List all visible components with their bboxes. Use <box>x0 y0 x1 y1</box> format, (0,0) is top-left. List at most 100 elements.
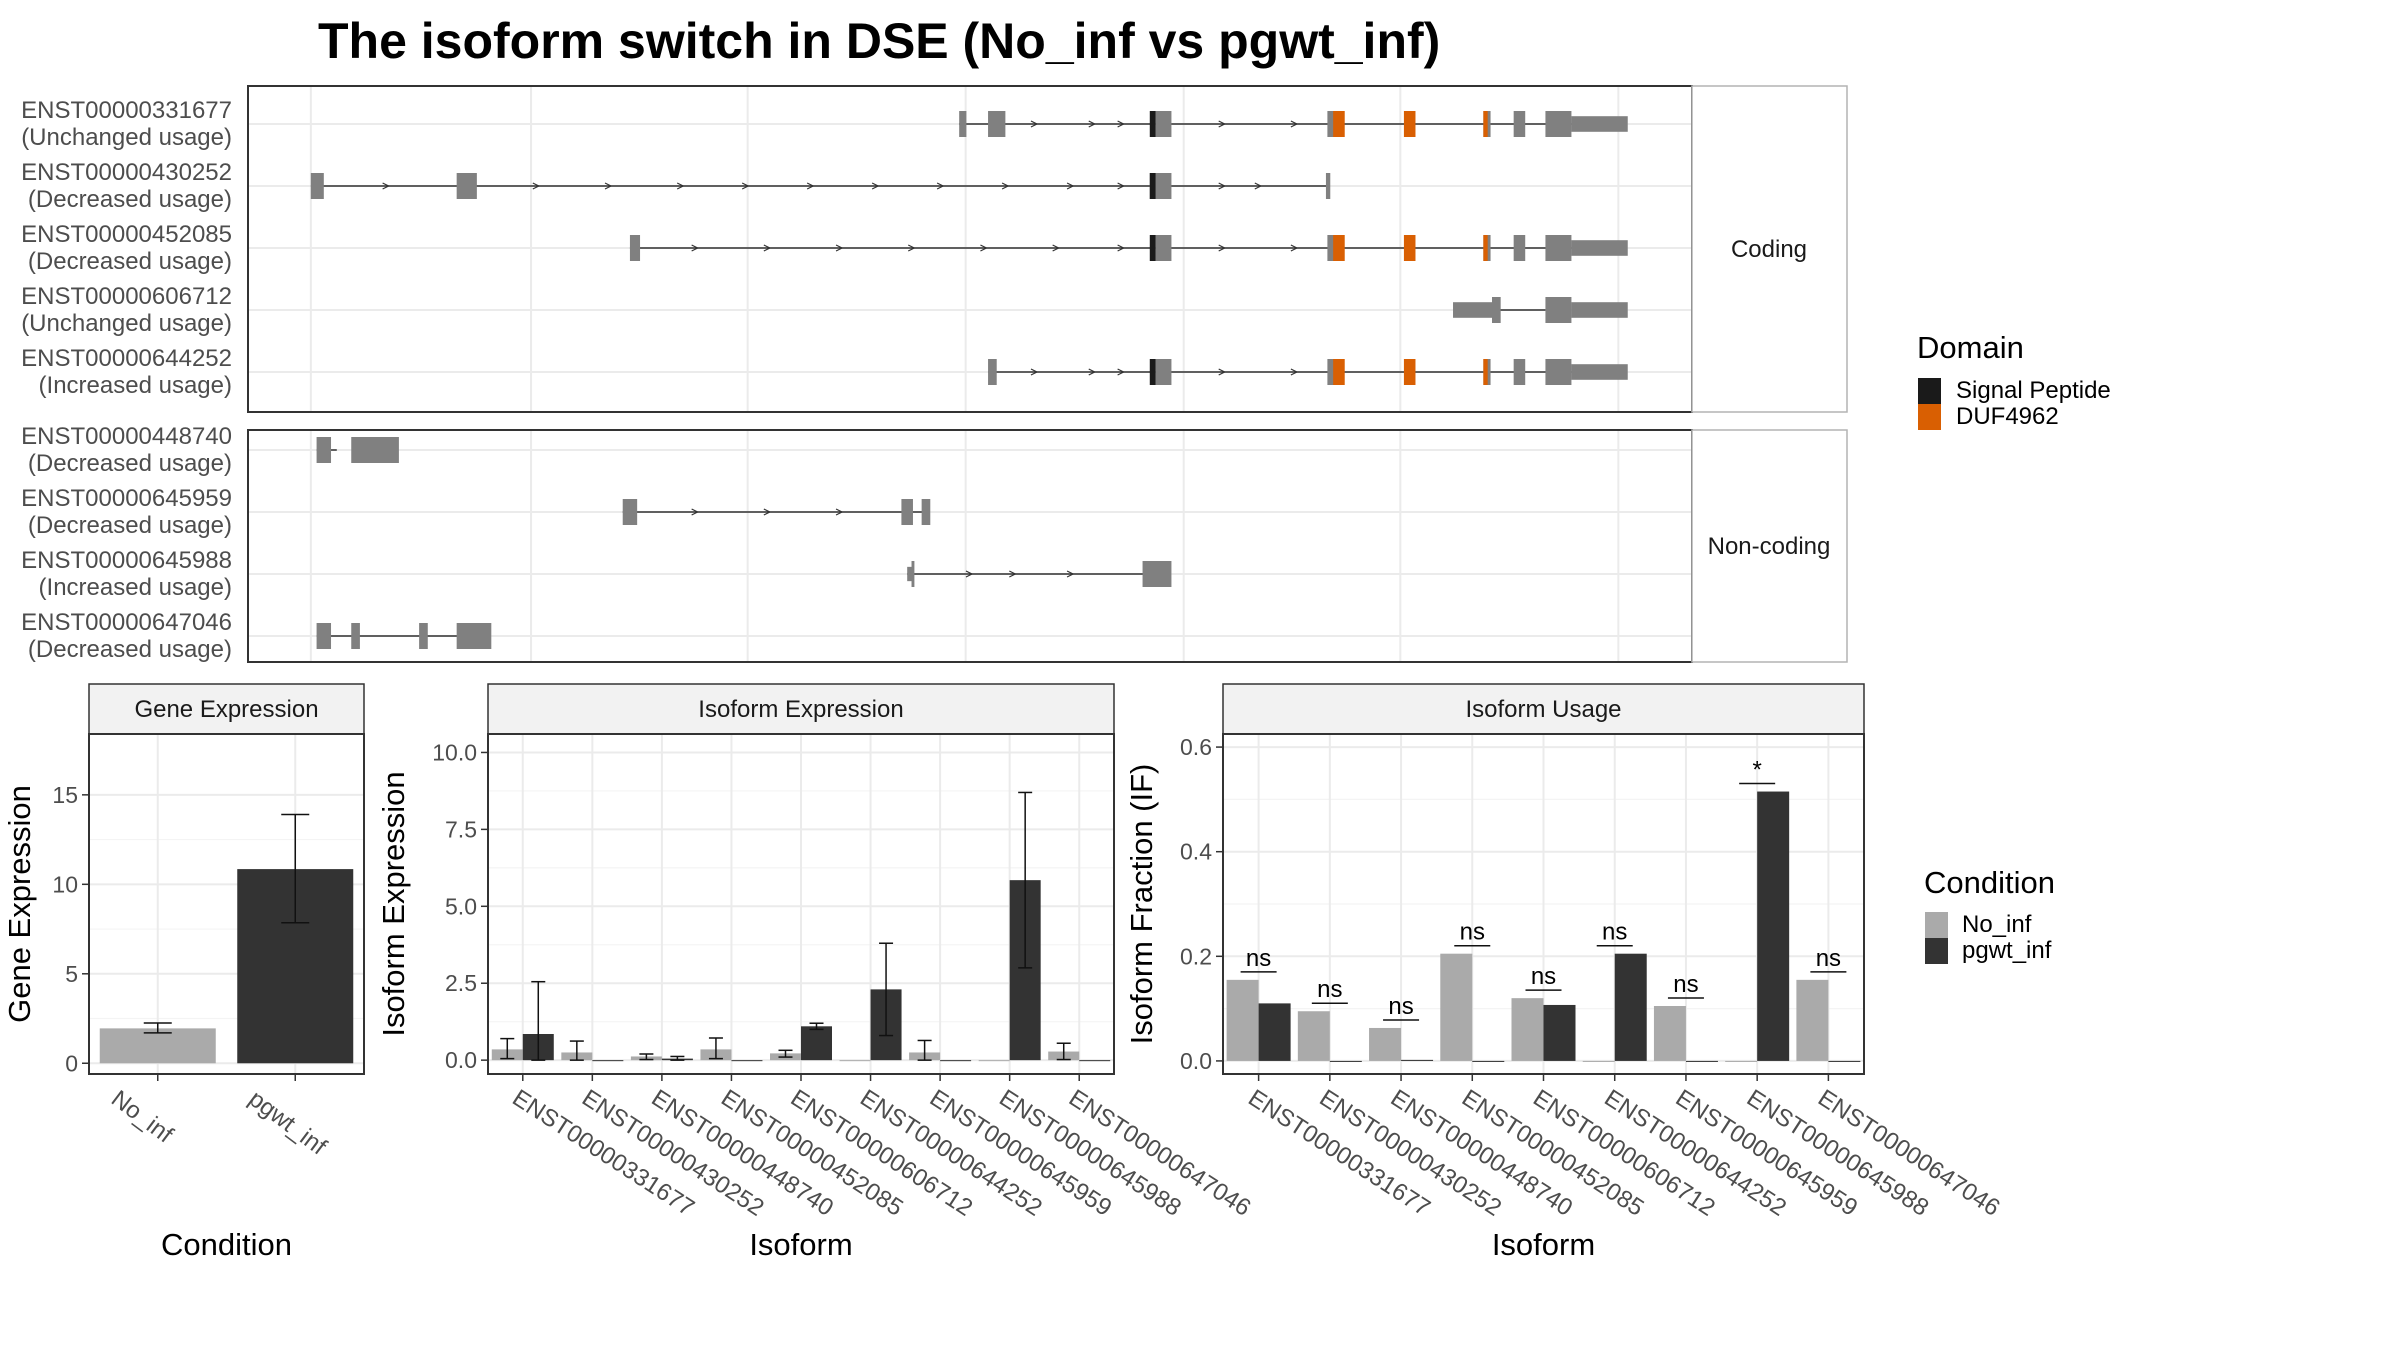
strand-arrow <box>1218 120 1227 128</box>
bar <box>1472 1060 1505 1062</box>
exon <box>1571 116 1628 132</box>
exon <box>1513 235 1526 261</box>
bar <box>1582 1060 1615 1062</box>
strand-arrow <box>1052 244 1060 252</box>
duf4962-domain <box>1333 359 1345 385</box>
exon <box>316 623 332 649</box>
transcript-usage: (Unchanged usage) <box>21 310 232 337</box>
legend-swatch <box>1918 404 1941 430</box>
transcript-id: ENST00000645959 <box>21 485 232 512</box>
duf4962-domain <box>1403 359 1416 385</box>
exon <box>988 359 997 385</box>
bar <box>1757 791 1790 1061</box>
legend-label: pgwt_inf <box>1962 937 2052 964</box>
strand-arrow <box>1009 570 1017 578</box>
transcript-ENST00000448740: ENST00000448740(Decreased usage) <box>21 423 399 477</box>
x-axis-label: Condition <box>161 1227 292 1262</box>
legend-title: Condition <box>1924 865 2055 900</box>
strand-arrow <box>763 508 772 516</box>
bar <box>1796 979 1829 1061</box>
y-axis-label: Gene Expression <box>2 785 37 1023</box>
bar <box>592 1060 624 1062</box>
isoform-usage-chart: Isoform Usage 0.0 0.2 0.4 0.6 ns ns ns ns ns ns ns *… <box>1124 683 2005 1262</box>
legend-swatch <box>1918 378 1941 404</box>
signal-peptide-domain <box>1149 111 1156 137</box>
significance-label: ns <box>1602 919 1627 946</box>
strand-arrow <box>1218 182 1227 190</box>
bar <box>1653 1006 1686 1061</box>
strand-arrow <box>1088 120 1097 128</box>
strip-label: Non-coding <box>1708 533 1831 560</box>
chart-title: Gene Expression <box>134 696 318 723</box>
strip-background <box>1691 429 1848 663</box>
transcript-ENST00000645959: ENST00000645959(Decreased usage) <box>21 485 931 539</box>
strand-arrow <box>1030 368 1039 376</box>
strand-arrow <box>1066 570 1075 578</box>
significance-label: ns <box>1460 919 1485 946</box>
y-tick-label: 7.5 <box>445 816 477 842</box>
transcript-usage: (Decreased usage) <box>28 512 232 539</box>
bar <box>839 1060 871 1062</box>
bar <box>1258 1003 1291 1061</box>
bar <box>1685 1060 1718 1062</box>
transcript-id: ENST00000647046 <box>21 609 232 636</box>
chart-strip <box>487 683 1115 735</box>
exon <box>1142 561 1172 587</box>
exon <box>1492 297 1501 323</box>
exon <box>351 437 399 463</box>
legend-swatch <box>1925 912 1948 938</box>
strand-arrow <box>835 244 844 252</box>
transcript-id: ENST00000430252 <box>21 159 232 186</box>
bar <box>1511 998 1544 1061</box>
transcript-usage: (Increased usage) <box>39 372 232 399</box>
y-tick-label: 10 <box>52 871 78 897</box>
x-tick-label: No_inf <box>106 1085 178 1149</box>
bar <box>940 1060 972 1062</box>
transcript-id: ENST00000331677 <box>21 97 232 124</box>
strand-arrow <box>1030 120 1039 128</box>
strand-arrow <box>741 182 750 190</box>
bar <box>1297 1011 1330 1061</box>
exon <box>1545 297 1572 323</box>
significance-label: * <box>1752 757 1761 784</box>
bar <box>978 1060 1010 1062</box>
y-tick-label: 0.0 <box>445 1047 477 1073</box>
exon <box>921 499 931 525</box>
strand-arrow <box>676 182 685 190</box>
exon <box>1545 111 1572 137</box>
exon <box>907 566 913 582</box>
transcript-ENST00000645988: ENST00000645988(Increased usage) <box>21 547 1172 601</box>
transcript-id: ENST00000606712 <box>21 283 232 310</box>
strand-arrow <box>980 244 988 252</box>
exon <box>1513 359 1526 385</box>
strand-arrow <box>835 508 844 516</box>
y-tick-label: 5.0 <box>445 893 477 919</box>
signal-peptide-domain <box>1149 359 1156 385</box>
y-tick-label: 5 <box>65 961 78 987</box>
bar <box>1079 1060 1111 1062</box>
isoform-expression-chart: Isoform Expression0.02.55.07.510.0ENST00… <box>376 683 1255 1262</box>
legend-swatch <box>1925 938 1948 964</box>
transcript-id: ENST00000452085 <box>21 221 232 248</box>
duf4962-domain <box>1403 235 1416 261</box>
exon <box>1513 111 1526 137</box>
strand-arrow <box>1088 368 1097 376</box>
significance-label: ns <box>1388 993 1413 1020</box>
signal-peptide-domain <box>1149 173 1156 199</box>
strand-arrow <box>1290 120 1299 128</box>
strip-label: Coding <box>1731 236 1807 263</box>
strand-arrow <box>871 182 880 190</box>
bar <box>1226 979 1259 1061</box>
transcript-ENST00000331677: ENST00000331677(Unchanged usage) <box>21 97 1628 151</box>
duf4962-domain <box>1403 111 1416 137</box>
x-axis-label: Isoform <box>1492 1227 1595 1262</box>
exon <box>456 173 477 199</box>
bar <box>1440 953 1473 1061</box>
duf4962-domain <box>1483 359 1488 385</box>
bar <box>1614 953 1647 1061</box>
transcript-ENST00000647046: ENST00000647046(Decreased usage) <box>21 609 492 663</box>
